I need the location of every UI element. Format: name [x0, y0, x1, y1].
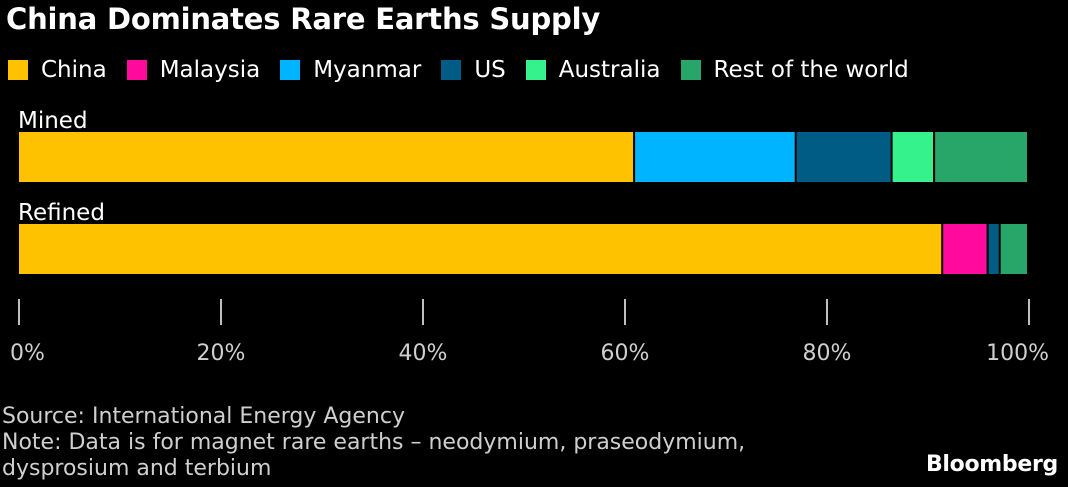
legend-swatch-us: [441, 60, 462, 80]
legend-label-china: China: [41, 57, 107, 83]
category-label-mined: Mined: [18, 108, 88, 134]
x-tick-label-100: 100%: [986, 341, 1049, 366]
legend-item-us: US: [441, 57, 506, 83]
x-tick-label-20: 20%: [197, 341, 246, 366]
chart-legend: China Malaysia Myanmar US Australia Rest…: [8, 56, 929, 84]
note-text-line-2: dysprosium and terbium: [2, 456, 272, 481]
bar-segment-mined-us: [796, 132, 891, 182]
x-tick-label-80: 80%: [803, 341, 852, 366]
bar-segment-refined-rest-of-the-world: [1000, 224, 1027, 274]
chart-title: China Dominates Rare Earths Supply: [6, 2, 601, 36]
legend-swatch-malaysia: [126, 60, 147, 80]
legend-swatch-china: [8, 60, 28, 80]
chart-svg: Mined Refined 0% 20% 40% 60% 80% 100%: [10, 108, 1049, 366]
legend-swatch-myanmar: [280, 60, 301, 80]
legend-item-australia: Australia: [525, 57, 661, 83]
legend-label-myanmar: Myanmar: [313, 57, 422, 83]
category-label-refined: Refined: [18, 200, 105, 226]
legend-item-rest-of-world: Rest of the world: [680, 57, 909, 83]
bloomberg-logo: Bloomberg: [925, 452, 1058, 477]
bar-segment-mined-china: [19, 132, 634, 182]
x-tick-label-60: 60%: [601, 341, 650, 366]
bar-segment-refined-us: [988, 224, 999, 274]
legend-label-malaysia: Malaysia: [159, 57, 261, 83]
bar-segment-mined-australia: [892, 132, 933, 182]
legend-item-malaysia: Malaysia: [126, 57, 261, 83]
legend-label-rest-of-world: Rest of the world: [713, 57, 909, 83]
stacked-bar-chart: Mined Refined 0% 20% 40% 60% 80% 100%: [0, 96, 1068, 370]
note-text-line-1: Note: Data is for magnet rare earths – n…: [2, 430, 746, 455]
bar-segment-refined-china: [19, 224, 942, 274]
bar-segment-mined-myanmar: [635, 132, 795, 182]
x-tick-label-40: 40%: [399, 341, 448, 366]
legend-item-china: China: [8, 57, 107, 83]
chart-notes: Source: International Energy Agency Note…: [2, 404, 745, 482]
source-text: Source: International Energy Agency: [2, 404, 405, 429]
bar-segment-mined-rest-of-the-world: [935, 132, 1027, 182]
bar-segment-refined-malaysia: [943, 224, 987, 274]
legend-label-us: US: [474, 57, 506, 83]
legend-item-myanmar: Myanmar: [280, 57, 421, 83]
legend-label-australia: Australia: [558, 57, 661, 83]
legend-swatch-rest-of-world: [680, 60, 701, 80]
legend-swatch-australia: [525, 60, 546, 80]
x-tick-label-0: 0%: [10, 341, 45, 366]
